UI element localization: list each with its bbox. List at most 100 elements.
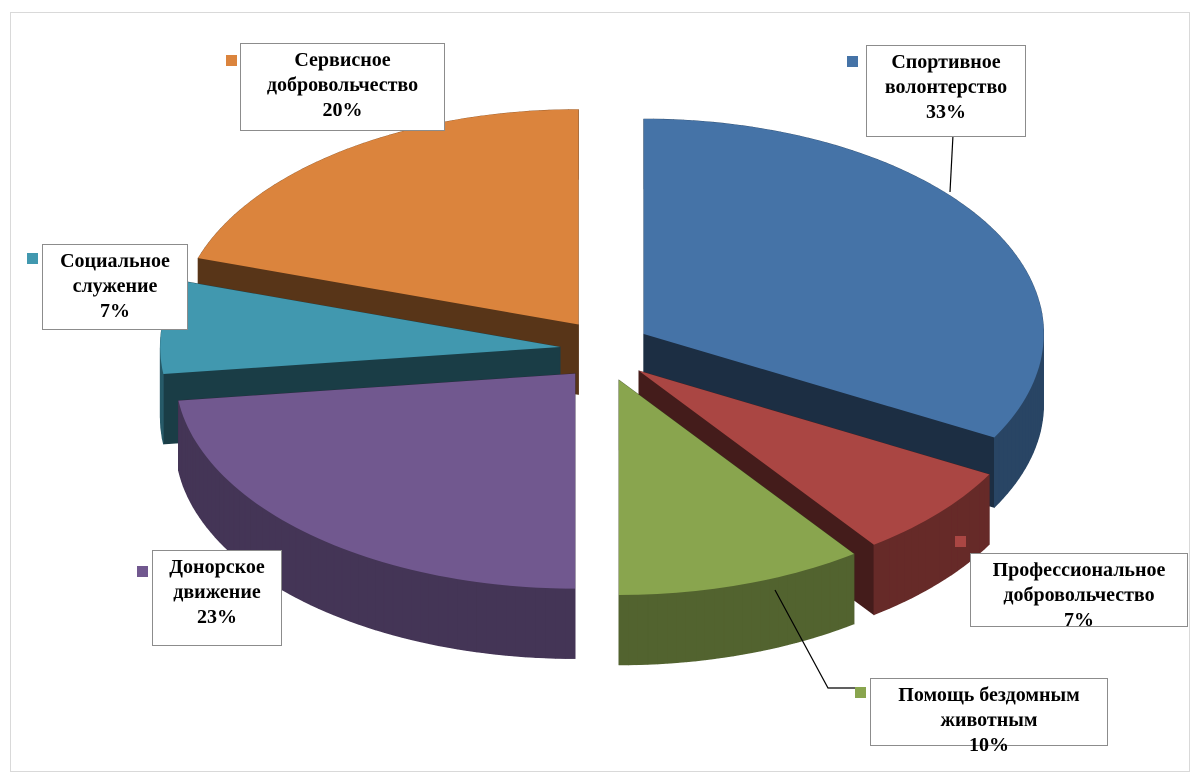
slice-side xyxy=(229,481,234,556)
value-label: 7% xyxy=(977,608,1181,633)
slice-side xyxy=(1019,403,1022,478)
slice-side xyxy=(963,492,969,566)
slice-side xyxy=(526,587,536,658)
slice-side xyxy=(496,584,506,655)
slice-side xyxy=(979,479,984,554)
slice-side xyxy=(334,545,342,618)
slice-side xyxy=(358,554,366,627)
slice-side xyxy=(200,447,204,522)
leader-line xyxy=(950,135,953,192)
slice-side xyxy=(1026,393,1029,468)
slice-side xyxy=(770,577,779,649)
category-label: Сервисное добровольчество xyxy=(247,48,438,98)
slice-side xyxy=(350,551,358,624)
category-label: Донорское движение xyxy=(159,555,275,605)
slice-side xyxy=(402,567,411,639)
slice-side xyxy=(715,587,724,658)
slice-side xyxy=(932,513,939,587)
legend-marker xyxy=(137,566,148,577)
category-label: Профессиональное добровольчество xyxy=(977,558,1181,608)
slice-side xyxy=(822,563,830,636)
slice-side xyxy=(1016,408,1020,483)
slice-side xyxy=(196,442,199,517)
slice-side xyxy=(813,565,821,638)
slice-side xyxy=(516,586,526,657)
slice-side xyxy=(1003,423,1007,498)
slice-side xyxy=(882,538,890,611)
slice-side xyxy=(724,586,733,657)
slice-side xyxy=(342,548,350,621)
slice-side xyxy=(162,369,163,444)
slice-side xyxy=(467,581,477,652)
slice-side xyxy=(667,593,677,664)
slice-side xyxy=(999,428,1003,503)
slice-side xyxy=(889,535,897,608)
slice-side xyxy=(874,542,882,615)
slice-side xyxy=(619,595,629,665)
value-label: 7% xyxy=(49,299,181,324)
slice-side xyxy=(193,437,196,512)
slice-side xyxy=(897,532,904,605)
category-label: Спортивное волонтерство xyxy=(873,50,1019,100)
slice-side xyxy=(1012,413,1016,488)
slice-side xyxy=(926,517,933,591)
slice-side xyxy=(303,531,310,605)
value-label: 20% xyxy=(247,98,438,123)
slice-side xyxy=(846,554,854,627)
page: (() => { const data = JSON.parse(documen… xyxy=(0,0,1191,754)
slice-side xyxy=(411,570,420,642)
slice-side xyxy=(648,594,658,664)
slice-side xyxy=(658,593,668,664)
slice-side xyxy=(985,474,990,549)
legend-marker xyxy=(226,55,237,66)
slice-side xyxy=(203,452,207,527)
slice-side xyxy=(183,416,185,491)
slice-side xyxy=(506,585,516,656)
slice-side xyxy=(477,582,487,653)
slice-side xyxy=(919,521,926,595)
slice-side xyxy=(994,433,999,508)
slice-side xyxy=(429,574,438,646)
slice-side xyxy=(384,563,393,636)
slice-side xyxy=(420,572,429,644)
slice-side xyxy=(838,557,846,630)
slice-side xyxy=(733,584,742,656)
slice-side xyxy=(188,427,191,502)
slice-side xyxy=(185,422,187,497)
slice-side xyxy=(565,589,575,659)
slice-side xyxy=(945,505,951,579)
slice-side xyxy=(457,579,467,651)
slice-side xyxy=(974,484,979,558)
slice-side xyxy=(939,509,945,583)
slice-side xyxy=(629,595,639,665)
slice-side xyxy=(439,576,448,648)
slice-side xyxy=(1028,388,1031,463)
slice-side xyxy=(296,528,303,602)
slice-side xyxy=(638,594,648,664)
slice-side xyxy=(957,497,963,571)
slice-side xyxy=(805,568,814,640)
slice-side xyxy=(1008,418,1012,493)
slice-side xyxy=(969,488,974,562)
category-label: Социальное служение xyxy=(49,249,181,299)
slice-side xyxy=(448,577,458,649)
slice-side xyxy=(555,588,565,658)
slice-side xyxy=(311,535,319,609)
slice-side xyxy=(535,588,545,658)
slice-side xyxy=(219,472,224,547)
slice-side xyxy=(367,557,376,630)
value-label: 23% xyxy=(159,605,275,630)
slice-side xyxy=(912,524,919,598)
slice-side xyxy=(752,581,761,653)
slice-side xyxy=(486,583,496,654)
slice-side xyxy=(743,583,752,655)
slice-side xyxy=(1033,377,1035,452)
slice-side xyxy=(705,589,714,660)
slice-side xyxy=(224,477,229,552)
legend-marker xyxy=(855,687,866,698)
slice-side xyxy=(830,560,838,633)
